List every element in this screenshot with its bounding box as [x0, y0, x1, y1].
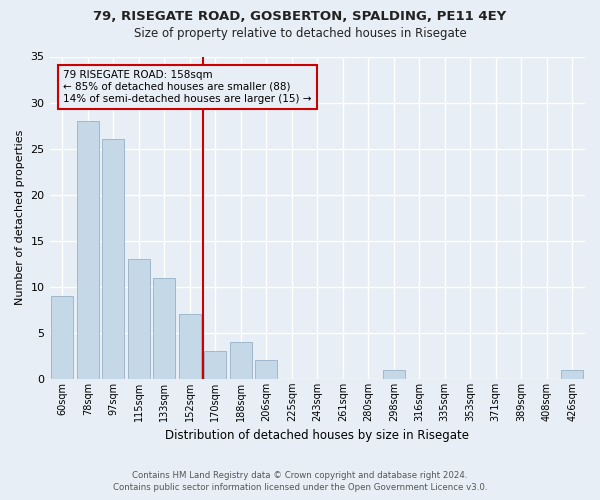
Y-axis label: Number of detached properties: Number of detached properties [15, 130, 25, 306]
Text: 79 RISEGATE ROAD: 158sqm
← 85% of detached houses are smaller (88)
14% of semi-d: 79 RISEGATE ROAD: 158sqm ← 85% of detach… [63, 70, 311, 104]
Bar [383, 370, 404, 379]
X-axis label: Distribution of detached houses by size in Risegate: Distribution of detached houses by size … [165, 430, 469, 442]
Bar [77, 121, 98, 379]
Text: Contains HM Land Registry data © Crown copyright and database right 2024.
Contai: Contains HM Land Registry data © Crown c… [113, 471, 487, 492]
Bar [52, 296, 73, 379]
Text: Size of property relative to detached houses in Risegate: Size of property relative to detached ho… [134, 28, 466, 40]
Bar [562, 370, 583, 379]
Bar [154, 278, 175, 379]
Bar [256, 360, 277, 379]
Bar [103, 140, 124, 379]
Bar [179, 314, 200, 379]
Bar [205, 352, 226, 379]
Bar [128, 259, 149, 379]
Bar [230, 342, 251, 379]
Text: 79, RISEGATE ROAD, GOSBERTON, SPALDING, PE11 4EY: 79, RISEGATE ROAD, GOSBERTON, SPALDING, … [94, 10, 506, 23]
